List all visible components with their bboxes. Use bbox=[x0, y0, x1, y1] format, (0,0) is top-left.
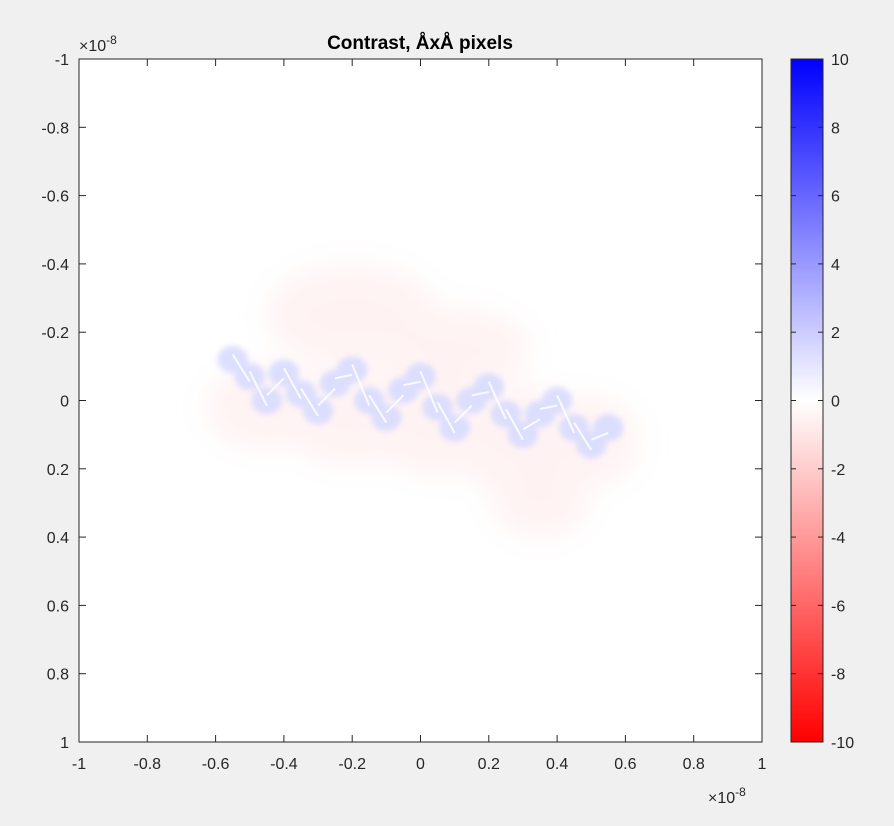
x-tick-label: 0.2 bbox=[478, 756, 500, 773]
y-multiplier-base: ×10 bbox=[79, 38, 106, 55]
x-tick-label: 0.8 bbox=[683, 756, 705, 773]
band-blob bbox=[473, 373, 505, 401]
strand-segment bbox=[231, 353, 251, 383]
band-blob bbox=[336, 356, 368, 384]
strand-segment bbox=[283, 367, 302, 400]
x-multiplier-exponent: -8 bbox=[735, 785, 746, 799]
y-axis-multiplier: ×10-8 bbox=[79, 33, 117, 55]
strand-segment bbox=[436, 401, 456, 434]
band-blob bbox=[234, 362, 266, 391]
colorbar-tick-label: -6 bbox=[831, 598, 845, 615]
x-tick-label: 0.6 bbox=[614, 756, 636, 773]
colorbar-tick-label: -10 bbox=[831, 735, 854, 752]
band-blob bbox=[439, 414, 471, 442]
strand-segment bbox=[505, 408, 524, 441]
strand-segment bbox=[248, 371, 268, 407]
colorbar-ticks: -10 -8 -6 -4 -2 0 2 4 6 8 10 bbox=[791, 52, 854, 752]
colorbar-tick-label: -4 bbox=[831, 530, 845, 547]
strand-segment bbox=[403, 380, 421, 387]
band-blob bbox=[370, 403, 402, 432]
x-tick-label: -0.2 bbox=[338, 756, 366, 773]
colorbar-tick-label: -2 bbox=[831, 462, 845, 479]
y-multiplier-exponent: -8 bbox=[106, 33, 117, 47]
strand-segment bbox=[453, 404, 473, 424]
band-blob bbox=[251, 386, 283, 415]
band-blob bbox=[592, 414, 624, 442]
strand-segment bbox=[368, 394, 388, 424]
y-tick-label: 1 bbox=[60, 735, 69, 752]
strand-segment bbox=[300, 388, 319, 417]
main-axes: -1 -0.8 -0.6 -0.4 -0.2 0 0.2 0.4 0.6 0.8 1 -1-0.8-… bbox=[41, 52, 766, 773]
y-tick-label: -0.2 bbox=[41, 325, 69, 342]
strand-segment bbox=[471, 390, 489, 397]
colorbar-tick-label: 10 bbox=[831, 52, 849, 69]
colorbar-tick-label: 2 bbox=[831, 325, 840, 342]
strand-segment bbox=[351, 364, 371, 407]
x-tick-label: -0.4 bbox=[270, 756, 298, 773]
y-tick-label: 0 bbox=[60, 394, 69, 411]
strand-segment bbox=[590, 432, 609, 441]
heatmap-image bbox=[205, 263, 640, 538]
colorbar-tick-label: -8 bbox=[831, 667, 845, 684]
band-blob bbox=[541, 386, 573, 415]
x-axis: -1 -0.8 -0.6 -0.4 -0.2 0 0.2 0.4 0.6 0.8 1 bbox=[72, 59, 767, 773]
strand-segment bbox=[317, 387, 336, 407]
y-tick-label: -0.8 bbox=[41, 120, 69, 137]
x-axis-multiplier: ×10-8 bbox=[708, 785, 746, 807]
y-tick-label: 0.8 bbox=[47, 667, 69, 684]
strand-segment bbox=[385, 394, 405, 414]
x-tick-label: -0.8 bbox=[134, 756, 162, 773]
y-tick-label: -0.4 bbox=[41, 257, 69, 274]
strand-segment bbox=[334, 373, 353, 380]
y-axis: -1 -0.8 -0.6 -0.4 -0.2 0 0.2 0.4 0.6 0.8 1 bbox=[41, 52, 762, 752]
colorbar-tick-label: 8 bbox=[831, 120, 840, 137]
colorbar-tick-label: 4 bbox=[831, 257, 840, 274]
y-tick-label: -0.6 bbox=[41, 189, 69, 206]
colorbar-tick-label: 6 bbox=[831, 189, 840, 206]
x-tick-label: 1 bbox=[758, 756, 767, 773]
x-tick-label: -0.6 bbox=[202, 756, 230, 773]
x-tick-label: 0 bbox=[416, 756, 425, 773]
band-blob bbox=[302, 397, 334, 425]
chart-title: Contrast, ÅxÅ pixels bbox=[327, 33, 513, 54]
colorbar-tick-label: 0 bbox=[831, 394, 840, 411]
band-blob bbox=[405, 362, 436, 391]
x-tick-label: 0.4 bbox=[546, 756, 568, 773]
strand-segment bbox=[266, 377, 285, 397]
y-tick-label: 0.4 bbox=[47, 530, 69, 547]
strand-segment bbox=[522, 418, 541, 431]
strand-segment bbox=[573, 422, 593, 451]
y-tick-label: 0.6 bbox=[47, 598, 69, 615]
colorbar: -10 -8 -6 -4 -2 0 2 4 6 8 10 bbox=[790, 52, 854, 752]
heatmap-strands bbox=[231, 353, 609, 451]
strand-segment bbox=[539, 404, 558, 411]
halo-blob bbox=[492, 468, 588, 538]
y-tick-label: 0.2 bbox=[47, 462, 69, 479]
strand-segment bbox=[419, 371, 439, 413]
x-multiplier-base: ×10 bbox=[708, 790, 735, 807]
x-tick-label: -1 bbox=[72, 756, 86, 773]
strand-segment bbox=[556, 394, 576, 434]
strand-segment bbox=[487, 381, 507, 420]
y-tick-label: -1 bbox=[55, 52, 69, 69]
